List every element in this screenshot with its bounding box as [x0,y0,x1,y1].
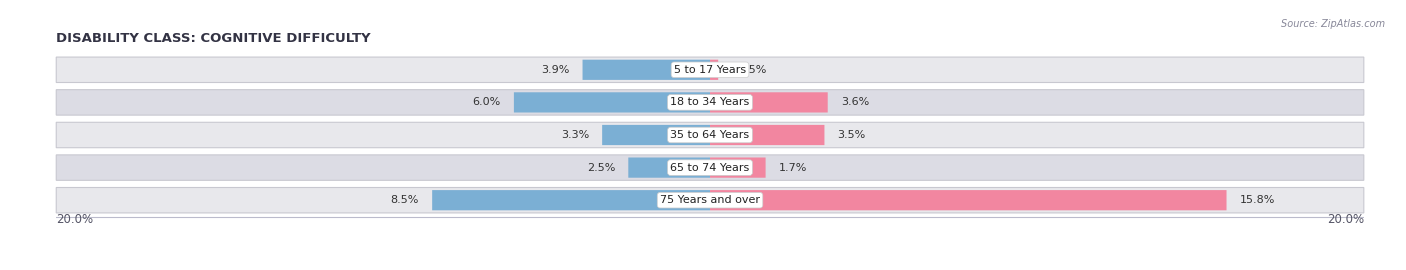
Text: 35 to 64 Years: 35 to 64 Years [671,130,749,140]
FancyBboxPatch shape [56,57,1364,83]
Text: 20.0%: 20.0% [56,213,93,226]
Text: 20.0%: 20.0% [1327,213,1364,226]
Text: 65 to 74 Years: 65 to 74 Years [671,163,749,173]
FancyBboxPatch shape [628,157,710,178]
FancyBboxPatch shape [710,125,824,145]
Text: 3.5%: 3.5% [838,130,866,140]
FancyBboxPatch shape [56,187,1364,213]
Text: 8.5%: 8.5% [391,195,419,205]
Text: 6.0%: 6.0% [472,97,501,107]
Text: 75 Years and over: 75 Years and over [659,195,761,205]
FancyBboxPatch shape [56,122,1364,148]
FancyBboxPatch shape [710,92,828,113]
Text: 1.7%: 1.7% [779,163,807,173]
FancyBboxPatch shape [432,190,710,210]
Text: Source: ZipAtlas.com: Source: ZipAtlas.com [1281,19,1385,29]
Text: 18 to 34 Years: 18 to 34 Years [671,97,749,107]
Text: 5 to 17 Years: 5 to 17 Years [673,65,747,75]
FancyBboxPatch shape [710,60,718,80]
FancyBboxPatch shape [710,190,1226,210]
FancyBboxPatch shape [56,90,1364,115]
Text: 2.5%: 2.5% [586,163,616,173]
Text: 3.9%: 3.9% [541,65,569,75]
Text: 0.25%: 0.25% [731,65,766,75]
FancyBboxPatch shape [710,157,766,178]
Text: DISABILITY CLASS: COGNITIVE DIFFICULTY: DISABILITY CLASS: COGNITIVE DIFFICULTY [56,32,371,45]
FancyBboxPatch shape [602,125,710,145]
Text: 3.6%: 3.6% [841,97,869,107]
FancyBboxPatch shape [515,92,710,113]
FancyBboxPatch shape [56,155,1364,180]
FancyBboxPatch shape [582,60,710,80]
Text: 3.3%: 3.3% [561,130,589,140]
Text: 15.8%: 15.8% [1240,195,1275,205]
Legend: Male, Female: Male, Female [654,269,766,270]
